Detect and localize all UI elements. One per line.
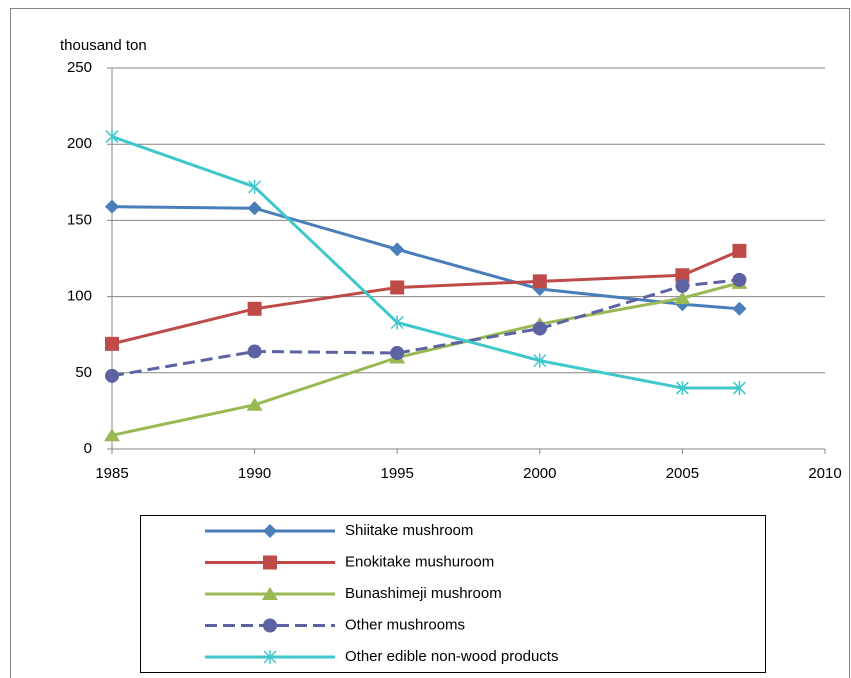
marker xyxy=(674,291,691,305)
marker xyxy=(246,397,263,411)
y-tick-label: 50 xyxy=(75,364,92,381)
marker xyxy=(390,280,405,295)
marker xyxy=(104,428,120,442)
marker xyxy=(732,381,746,396)
marker xyxy=(105,199,119,214)
legend-label: Enokitake mushuroom xyxy=(345,553,494,570)
x-tick-label: 2005 xyxy=(666,465,699,482)
x-tick-label: 1990 xyxy=(238,465,271,482)
marker xyxy=(247,201,262,216)
legend-label: Bunashimeji mushroom xyxy=(345,585,502,602)
x-tick-label: 2000 xyxy=(523,465,556,482)
marker xyxy=(105,129,119,144)
marker xyxy=(390,315,404,330)
y-tick-label: 150 xyxy=(67,211,92,228)
marker xyxy=(247,344,262,359)
marker xyxy=(247,301,262,316)
series-line xyxy=(111,205,740,311)
marker xyxy=(263,555,277,570)
marker xyxy=(263,618,277,633)
y-axis-label: thousand ton xyxy=(60,37,147,54)
x-tick-label: 1995 xyxy=(381,465,414,482)
marker xyxy=(675,268,690,283)
marker xyxy=(532,321,547,336)
marker xyxy=(105,368,119,383)
legend-label: Other edible non-wood products xyxy=(345,648,558,665)
marker xyxy=(675,278,690,293)
marker xyxy=(675,381,689,396)
marker xyxy=(263,650,277,664)
y-tick-label: 100 xyxy=(67,288,92,305)
marker xyxy=(732,243,747,258)
marker xyxy=(248,179,262,194)
marker xyxy=(390,345,405,360)
marker xyxy=(263,524,277,538)
x-tick-label: 2010 xyxy=(808,465,841,482)
marker xyxy=(105,336,119,351)
y-tick-label: 200 xyxy=(67,135,92,152)
x-tick-label: 1985 xyxy=(95,465,128,482)
marker xyxy=(532,274,547,289)
legend-label: Shiitake mushroom xyxy=(345,522,473,539)
series-line xyxy=(111,249,741,346)
legend-label: Other mushrooms xyxy=(345,616,465,633)
marker xyxy=(262,587,278,600)
series-line xyxy=(111,135,740,390)
marker xyxy=(732,272,747,287)
marker xyxy=(533,353,547,368)
marker xyxy=(390,242,405,257)
y-tick-label: 250 xyxy=(67,59,92,76)
marker xyxy=(732,301,747,316)
y-tick-label: 0 xyxy=(84,440,92,457)
